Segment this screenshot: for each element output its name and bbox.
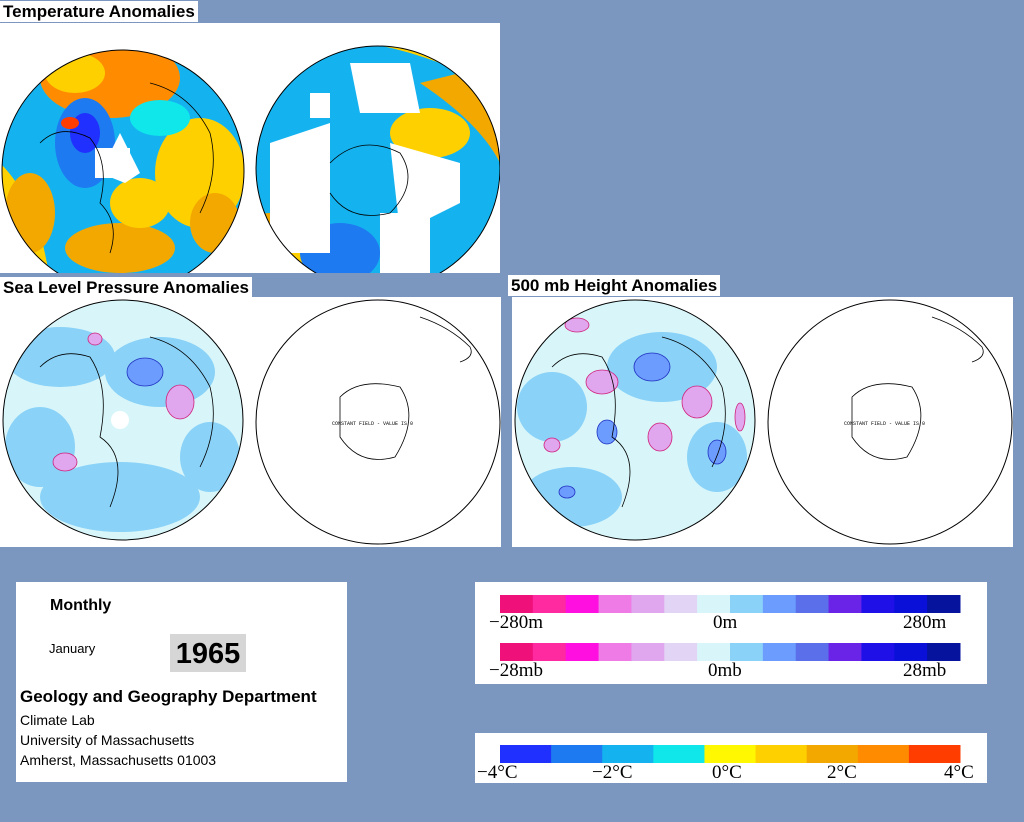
department-label: Geology and Geography Department <box>20 687 317 706</box>
slp-maps: CONSTANT FIELD - VALUE IS 0 <box>2 299 501 545</box>
temp-label-3: 2°C <box>827 762 857 783</box>
pressure-min-label: −28mb <box>489 660 543 681</box>
pressure-colorbar-swatch <box>697 643 731 661</box>
pressure-colorbar-swatch <box>861 643 895 661</box>
height-colorbar <box>500 595 961 613</box>
height-colorbar-swatch <box>631 595 665 613</box>
height-colorbar-swatch <box>532 595 567 613</box>
height-colorbar-swatch <box>762 595 797 613</box>
height-mid-label: 0m <box>713 612 738 633</box>
temperature-globe-south <box>256 46 500 273</box>
height-colorbar-swatch <box>795 595 830 613</box>
slp-title: Sea Level Pressure Anomalies <box>0 277 253 298</box>
temperature-panel <box>0 23 500 273</box>
temperature-colorbar-swatch <box>653 745 705 763</box>
temperature-colorbar-swatch <box>908 745 961 763</box>
temp-label-4: 4°C <box>944 762 974 783</box>
temp-label-0: −4°C <box>477 762 518 783</box>
pressure-colorbar-swatch <box>565 643 600 661</box>
temp-label-2: 0°C <box>712 762 742 783</box>
university-label: University of Massachusetts <box>20 732 195 748</box>
city-label: Amherst, Massachusetts 01003 <box>20 752 217 768</box>
height-max-label: 280m <box>903 612 947 633</box>
pressure-mid-label: 0mb <box>708 660 742 681</box>
month-label: January <box>49 641 96 656</box>
height-globe-north <box>515 300 755 540</box>
pressure-colorbar-swatch <box>828 643 862 661</box>
slp-globe-north <box>3 300 243 540</box>
height-colorbar-swatch <box>598 595 632 613</box>
anomaly-legend: −280m 0m 280m −28mb 0mb 28mb <box>475 582 987 684</box>
height-colorbar-swatch <box>828 595 862 613</box>
temperature-colorbar-swatch <box>602 745 654 763</box>
height-colorbar-swatch <box>664 595 698 613</box>
pressure-colorbar-swatch <box>598 643 632 661</box>
temperature-legend: −4°C −2°C 0°C 2°C 4°C <box>475 733 987 783</box>
temperature-colorbar-swatch <box>755 745 808 763</box>
temperature-colorbar-swatch <box>857 745 910 763</box>
period-label: Monthly <box>50 597 112 614</box>
slp-panel: CONSTANT FIELD - VALUE IS 0 <box>0 297 501 547</box>
pressure-colorbar-swatch <box>631 643 665 661</box>
pressure-colorbar-swatch <box>795 643 830 661</box>
height-min-label: −280m <box>489 612 543 633</box>
height-colorbar-swatch <box>894 595 928 613</box>
height-colorbar-swatch <box>500 595 534 613</box>
height-maps: CONSTANT FIELD - VALUE IS 0 <box>514 299 1013 545</box>
pressure-colorbar <box>500 643 961 661</box>
temperature-colorbar <box>500 745 961 763</box>
temp-label-1: −2°C <box>592 762 633 783</box>
anomaly-colorbars <box>500 595 961 661</box>
temperature-maps <box>1 45 500 273</box>
pressure-colorbar-swatch <box>730 643 764 661</box>
slp-constant-note: CONSTANT FIELD - VALUE IS 0 <box>332 421 413 427</box>
pressure-max-label: 28mb <box>903 660 947 681</box>
pressure-colorbar-swatch <box>500 643 534 661</box>
temperature-colorbar-swatch <box>500 745 552 763</box>
height-colorbar-swatch <box>730 595 764 613</box>
pressure-colorbar-swatch <box>532 643 567 661</box>
height-title: 500 mb Height Anomalies <box>508 275 721 296</box>
pressure-colorbar-swatch <box>664 643 698 661</box>
pressure-colorbar-swatch <box>927 643 961 661</box>
year-label: 1965 <box>170 634 246 672</box>
temperature-colorbar-swatch <box>704 745 757 763</box>
info-box: Monthly January 1965 Geology and Geograp… <box>16 582 347 782</box>
temperature-colorbar-swatch <box>551 745 603 763</box>
pressure-colorbar-swatch <box>762 643 797 661</box>
pressure-colorbar-swatch <box>894 643 928 661</box>
height-panel: CONSTANT FIELD - VALUE IS 0 <box>512 297 1013 547</box>
temperature-globe-north <box>2 50 244 273</box>
height-colorbar-swatch <box>861 595 895 613</box>
height-colorbar-swatch <box>565 595 600 613</box>
lab-label: Climate Lab <box>20 712 95 728</box>
height-constant-note: CONSTANT FIELD - VALUE IS 0 <box>844 421 925 427</box>
height-colorbar-swatch <box>697 595 731 613</box>
height-colorbar-swatch <box>927 595 961 613</box>
temperature-colorbar-swatch <box>806 745 859 763</box>
temperature-title: Temperature Anomalies <box>0 1 198 22</box>
